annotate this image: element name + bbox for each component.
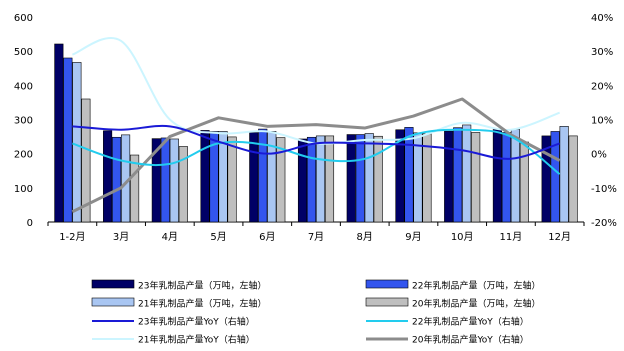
x-axis-category-label: 4月 — [162, 231, 178, 243]
x-axis-category-label: 5月 — [210, 231, 226, 243]
bar-3 — [218, 131, 228, 223]
bar-1 — [151, 138, 161, 223]
x-axis-category-label: 8月 — [357, 231, 373, 243]
bar-2 — [453, 127, 463, 223]
right-axis-tick-label: 20% — [591, 81, 613, 92]
legend-label: 21年乳制品产量YoY（右轴） — [138, 334, 255, 346]
x-axis-category-label: 1-2月 — [59, 231, 85, 243]
bar-2 — [404, 127, 414, 223]
bar-2 — [160, 137, 170, 223]
legend-label: 23年乳制品产量（万吨，左轴） — [138, 280, 266, 292]
x-axis-category-label: 10月 — [451, 231, 474, 243]
legend-label: 22年乳制品产量YoY（右轴） — [412, 316, 529, 328]
left-axis-tick-label: 600 — [14, 13, 33, 24]
legend-swatch — [365, 279, 409, 289]
bar-4 — [178, 146, 188, 223]
bar-3 — [510, 129, 520, 223]
bar-2 — [258, 128, 268, 223]
bar-1 — [346, 134, 356, 223]
right-axis-tick-label: 10% — [591, 116, 613, 127]
bar-3 — [364, 133, 374, 223]
bar-4 — [130, 154, 140, 223]
right-axis-tick-label: -10% — [591, 184, 617, 195]
bar-3 — [559, 126, 569, 223]
bar-2 — [355, 134, 365, 223]
bar-4 — [227, 136, 237, 223]
legend-swatch — [91, 297, 135, 307]
bar-3 — [169, 138, 179, 223]
bar-3 — [72, 62, 82, 223]
bar-1 — [541, 135, 551, 223]
left-axis-tick-label: 500 — [14, 47, 33, 58]
bar-1 — [54, 43, 64, 223]
x-axis-category-label: 9月 — [405, 231, 421, 243]
bar-4 — [373, 135, 383, 223]
bar-4 — [81, 98, 91, 223]
x-axis-category-label: 12月 — [548, 231, 571, 243]
legend-swatch — [365, 297, 409, 307]
bar-1 — [103, 130, 113, 223]
legend-label: 20年乳制品产量（万吨，左轴） — [412, 298, 540, 310]
legend-label: 20年乳制品产量YoY（右轴） — [412, 334, 529, 346]
x-axis-category-label: 3月 — [113, 231, 129, 243]
right-axis-tick-label: -20% — [591, 218, 617, 229]
x-axis-category-label: 6月 — [259, 231, 275, 243]
yoy-line-2 — [72, 128, 561, 175]
bar-3 — [462, 124, 472, 223]
bar-3 — [315, 135, 326, 223]
x-axis-category-label: 7月 — [308, 231, 324, 243]
bar-4 — [471, 132, 481, 223]
legend-label: 21年乳制品产量（万吨，左轴） — [138, 298, 266, 310]
yoy-line-1 — [72, 124, 560, 160]
bar-1 — [492, 129, 502, 223]
bar-1 — [395, 129, 405, 223]
bar-2 — [306, 136, 317, 223]
bar-1 — [297, 138, 308, 223]
bar-1 — [444, 130, 454, 223]
bar-2 — [209, 131, 219, 223]
legend-label: 23年乳制品产量YoY（右轴） — [138, 316, 255, 328]
x-axis-category-label: 11月 — [500, 231, 523, 243]
left-axis-tick-label: 0 — [27, 218, 33, 229]
right-axis-tick-label: 0% — [591, 150, 607, 161]
bar-4 — [519, 141, 529, 223]
bar-2 — [112, 136, 122, 223]
bar-4 — [568, 135, 578, 223]
right-axis-tick-label: 40% — [591, 13, 613, 24]
bar-2 — [63, 57, 73, 223]
bar-1 — [200, 130, 210, 223]
left-axis-tick-label: 400 — [14, 81, 33, 92]
right-axis-tick-label: 30% — [591, 47, 613, 58]
bar-1 — [249, 132, 259, 223]
bar-2 — [501, 132, 511, 223]
bar-4 — [324, 135, 335, 223]
legend-label: 22年乳制品产量（万吨，左轴） — [412, 280, 540, 292]
yoy-line-4 — [71, 97, 561, 214]
bar-2 — [550, 131, 560, 223]
legend-swatch — [91, 279, 135, 289]
left-axis-tick-label: 300 — [14, 116, 33, 127]
bar-4 — [276, 137, 286, 223]
left-axis-tick-label: 200 — [14, 150, 33, 161]
left-axis-tick-label: 100 — [14, 184, 33, 195]
